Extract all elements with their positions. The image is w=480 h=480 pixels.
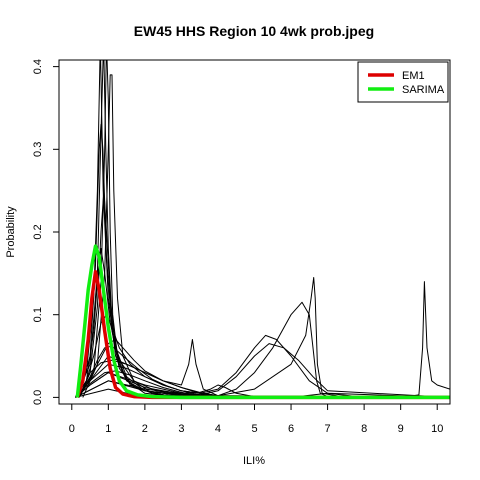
ensemble-line-14 <box>75 334 450 398</box>
x-tick-label: 4 <box>215 423 221 435</box>
y-tick-label: 0.3 <box>32 142 44 157</box>
x-axis-label: ILI% <box>243 455 265 467</box>
series-line-sarima <box>75 244 450 400</box>
legend-label-em1: EM1 <box>402 70 425 82</box>
x-tick-label: 6 <box>288 423 294 435</box>
ensemble-line-5 <box>78 124 450 398</box>
ensemble-line-15 <box>75 343 450 398</box>
x-tick-label: 2 <box>142 423 148 435</box>
ensemble-line-10 <box>75 345 450 398</box>
legend-box <box>357 61 449 103</box>
ensemble-line-18 <box>75 380 450 398</box>
x-tick-label: 9 <box>398 423 404 435</box>
x-axis: 0 1 2 3 4 5 6 7 8 9 10 <box>69 404 443 435</box>
y-tick-label: 0.1 <box>32 307 44 322</box>
y-axis-label: Probability <box>5 206 17 258</box>
x-tick-label: 10 <box>431 423 443 435</box>
y-tick-label: 0.2 <box>32 224 44 239</box>
y-tick-label: 0.4 <box>32 59 44 74</box>
legend: EM1 SARIMA <box>357 61 449 103</box>
ensemble-line-17 <box>75 277 450 398</box>
x-tick-label: 8 <box>361 423 367 435</box>
chart-title: EW45 HHS Region 10 4wk prob.jpeg <box>134 23 374 39</box>
ensemble-line-16 <box>75 301 450 398</box>
y-tick-label: 0.0 <box>32 390 44 405</box>
x-tick-label: 1 <box>105 423 111 435</box>
x-tick-label: 0 <box>69 423 75 435</box>
x-tick-label: 5 <box>251 423 257 435</box>
y-axis: 0.0 0.1 0.2 0.3 0.4 <box>32 59 59 405</box>
x-tick-label: 3 <box>178 423 184 435</box>
legend-label-sarima: SARIMA <box>402 84 445 96</box>
series-layer <box>74 60 450 400</box>
x-tick-label: 7 <box>325 423 331 435</box>
